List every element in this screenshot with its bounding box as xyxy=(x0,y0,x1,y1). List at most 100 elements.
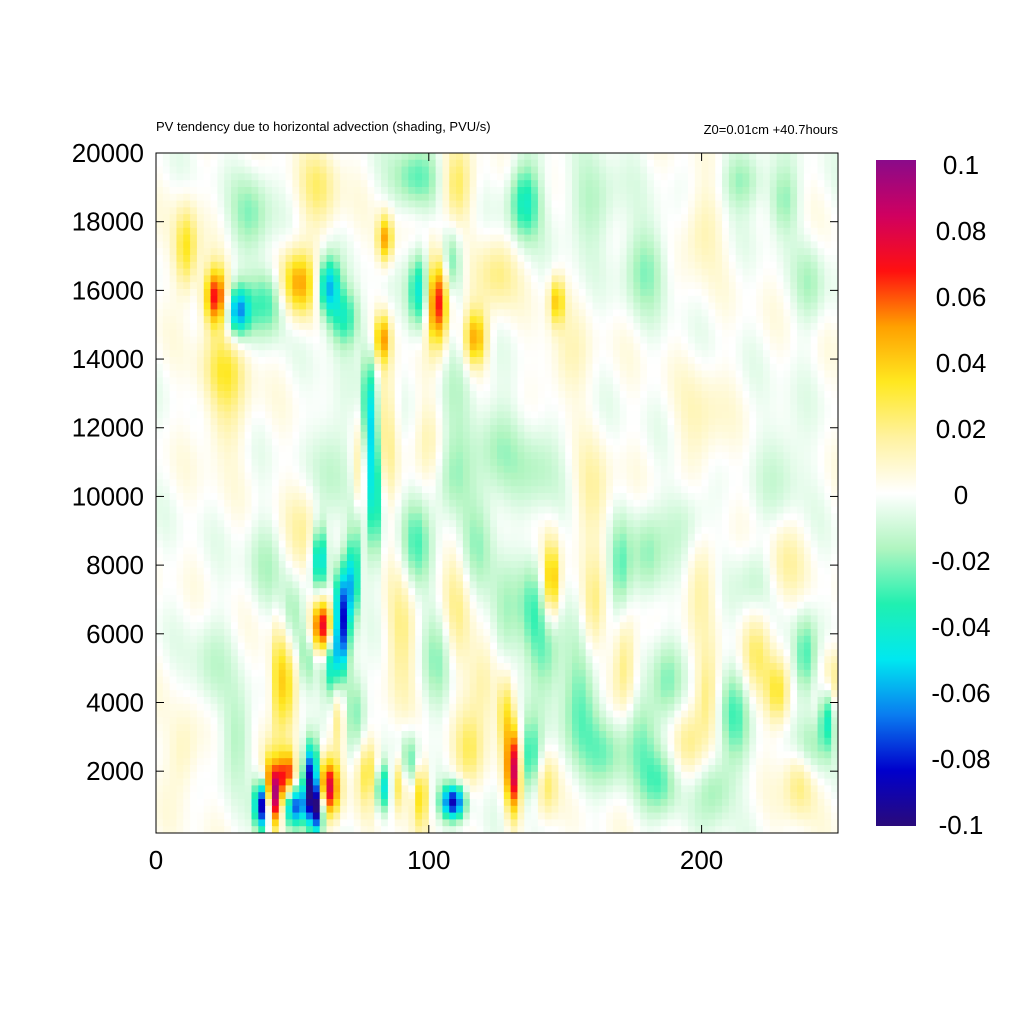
heatmap-cell xyxy=(483,411,491,419)
heatmap-cell xyxy=(490,425,498,433)
heatmap-cell xyxy=(537,200,546,208)
heatmap-cell xyxy=(612,452,621,460)
heatmap-cell xyxy=(776,153,785,161)
heatmap-cell xyxy=(681,302,689,310)
heatmap-cell xyxy=(285,350,293,358)
heatmap-cell xyxy=(456,187,464,195)
heatmap-cell xyxy=(203,479,212,487)
heatmap-cell xyxy=(381,357,389,365)
heatmap-cell xyxy=(394,370,403,378)
heatmap-cell xyxy=(306,295,314,304)
heatmap-cell xyxy=(190,486,198,494)
heatmap-cell xyxy=(776,431,785,440)
heatmap-cell xyxy=(694,153,703,161)
heatmap-cell xyxy=(421,336,430,344)
heatmap-cell xyxy=(831,411,838,419)
heatmap-cell xyxy=(278,384,287,392)
heatmap-cell xyxy=(674,486,682,494)
heatmap-cell xyxy=(224,472,232,480)
heatmap-cell xyxy=(421,391,430,399)
heatmap-cell xyxy=(469,418,478,426)
heatmap-cell xyxy=(810,282,819,290)
heatmap-cell xyxy=(435,357,444,365)
heatmap-cell xyxy=(749,193,757,202)
heatmap-cell xyxy=(483,438,491,446)
heatmap-cell xyxy=(374,479,382,487)
heatmap-cell xyxy=(333,302,341,310)
heatmap-cell xyxy=(647,221,655,229)
heatmap-cell xyxy=(190,153,198,161)
heatmap-cell xyxy=(756,261,764,270)
heatmap-cell xyxy=(551,255,559,263)
heatmap-cell xyxy=(640,431,648,440)
heatmap-cell xyxy=(462,295,471,304)
heatmap-cell xyxy=(162,438,171,446)
heatmap-cell xyxy=(183,261,191,270)
heatmap-cell xyxy=(203,295,212,304)
heatmap-cell xyxy=(353,343,362,351)
heatmap-cell xyxy=(831,302,838,310)
heatmap-cell xyxy=(156,153,164,161)
heatmap-cell xyxy=(265,343,273,351)
heatmap-cell xyxy=(456,302,464,310)
heatmap-cell xyxy=(510,159,519,168)
heatmap-cell xyxy=(762,153,771,161)
heatmap-cell xyxy=(483,309,491,317)
heatmap-cell xyxy=(217,275,225,283)
heatmap-cell xyxy=(162,404,171,412)
heatmap-cell xyxy=(783,193,791,202)
heatmap-cell xyxy=(299,275,307,283)
heatmap-cell xyxy=(537,438,546,446)
heatmap-cell xyxy=(462,234,471,242)
heatmap-cell xyxy=(374,323,382,331)
heatmap-cell xyxy=(551,187,559,195)
heatmap-cell xyxy=(715,193,723,202)
heatmap-cell xyxy=(633,221,641,229)
heatmap-cell xyxy=(319,363,328,372)
heatmap-cell xyxy=(442,295,450,304)
heatmap-cell xyxy=(701,363,710,372)
heatmap-cell xyxy=(790,370,798,378)
heatmap-cell xyxy=(421,465,430,474)
heatmap-cell xyxy=(831,289,838,297)
heatmap-cell xyxy=(558,486,566,494)
heatmap-cell xyxy=(572,418,580,426)
heatmap-cell xyxy=(776,302,785,310)
heatmap-cell xyxy=(306,438,314,446)
heatmap-cell xyxy=(196,431,205,440)
heatmap-cell xyxy=(408,370,416,378)
heatmap-cell xyxy=(694,234,703,242)
heatmap-cell xyxy=(749,425,757,433)
heatmap-cell xyxy=(790,479,798,487)
heatmap-cell xyxy=(612,159,621,168)
heatmap-cell xyxy=(456,255,464,263)
heatmap-cell xyxy=(599,391,607,399)
heatmap-cell xyxy=(258,472,266,480)
heatmap-cell xyxy=(565,214,573,222)
heatmap-cell xyxy=(244,445,253,453)
heatmap-cell xyxy=(442,221,450,229)
heatmap-cell xyxy=(626,452,634,460)
heatmap-cell xyxy=(619,255,628,263)
heatmap-cell xyxy=(797,363,805,372)
heatmap-cell xyxy=(265,302,273,310)
heatmap-cell xyxy=(783,343,791,351)
heatmap-cell xyxy=(762,200,771,208)
heatmap-cell xyxy=(599,397,607,406)
heatmap-cell xyxy=(517,282,525,290)
heatmap-cell xyxy=(687,248,696,256)
heatmap-cell xyxy=(183,316,191,324)
heatmap-cell xyxy=(360,384,369,392)
heatmap-cell xyxy=(653,391,662,399)
heatmap-cell xyxy=(346,397,355,406)
heatmap-cell xyxy=(442,316,450,324)
heatmap-cell xyxy=(612,309,621,317)
heatmap-cell xyxy=(401,316,409,324)
heatmap-cell xyxy=(367,350,375,358)
heatmap-cell xyxy=(176,404,184,412)
heatmap-cell xyxy=(387,207,396,215)
heatmap-cell xyxy=(769,459,778,467)
heatmap-cell xyxy=(196,159,205,168)
heatmap-cell xyxy=(728,234,737,242)
heatmap-cell xyxy=(360,472,369,480)
